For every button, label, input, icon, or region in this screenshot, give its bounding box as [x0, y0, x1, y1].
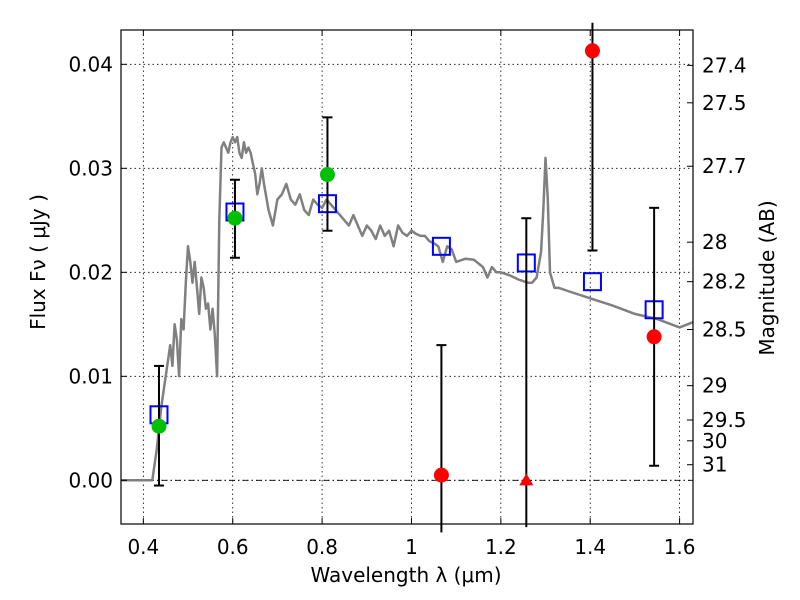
- data-point-circle: [227, 210, 243, 226]
- x-tick-label: 1.6: [664, 535, 696, 559]
- y-tick-label: 0.00: [68, 468, 113, 492]
- right-tick-label: 28.2: [702, 270, 747, 294]
- grid: [121, 30, 693, 524]
- data-point-circle: [584, 43, 600, 59]
- x-axis-title: Wavelength λ (μm): [310, 563, 501, 587]
- right-axis-title: Magnitude (AB): [755, 200, 779, 355]
- right-tick-label: 28.5: [702, 318, 747, 342]
- data-point-circle: [319, 167, 335, 183]
- data-point-circle: [646, 329, 662, 345]
- model-photometry-square: [582, 272, 602, 292]
- y-axis-title: Flux Fν ( μJy ): [26, 194, 50, 330]
- right-tick-label: 30: [702, 429, 727, 453]
- y-tick-label: 0.04: [68, 52, 113, 76]
- right-tick-label: 29.5: [702, 408, 747, 432]
- y-tick-label: 0.03: [68, 156, 113, 180]
- model-photometry-square: [431, 236, 451, 256]
- right-tick-label: 27.5: [702, 91, 747, 115]
- plot-frame: [120, 29, 694, 525]
- right-tick-label: 28: [702, 230, 727, 254]
- data-point-circle: [151, 418, 167, 434]
- data-point-triangle: [519, 473, 534, 486]
- data-point-circle: [433, 467, 449, 483]
- x-tick-label: 1: [405, 535, 418, 559]
- right-tick-label: 29: [702, 374, 727, 398]
- right-tick-label: 27.4: [702, 53, 747, 77]
- right-tick-label: 27.7: [702, 154, 747, 178]
- model-sed-line: [121, 135, 694, 482]
- x-tick-label: 0.4: [127, 535, 159, 559]
- x-tick-label: 0.6: [217, 535, 249, 559]
- x-tick-label: 1.2: [485, 535, 517, 559]
- series-layer: [121, 22, 694, 533]
- axis-ticks: 0.4 0.6 0.8 1 1.2 1.4 1.6 0.00 0.01 0.02 0.03 0.04 2…: [68, 30, 747, 559]
- y-tick-label: 0.01: [68, 364, 113, 388]
- x-tick-label: 1.4: [574, 535, 606, 559]
- x-tick-label: 0.8: [306, 535, 338, 559]
- right-tick-label: 31: [702, 453, 727, 477]
- y-tick-label: 0.02: [68, 260, 113, 284]
